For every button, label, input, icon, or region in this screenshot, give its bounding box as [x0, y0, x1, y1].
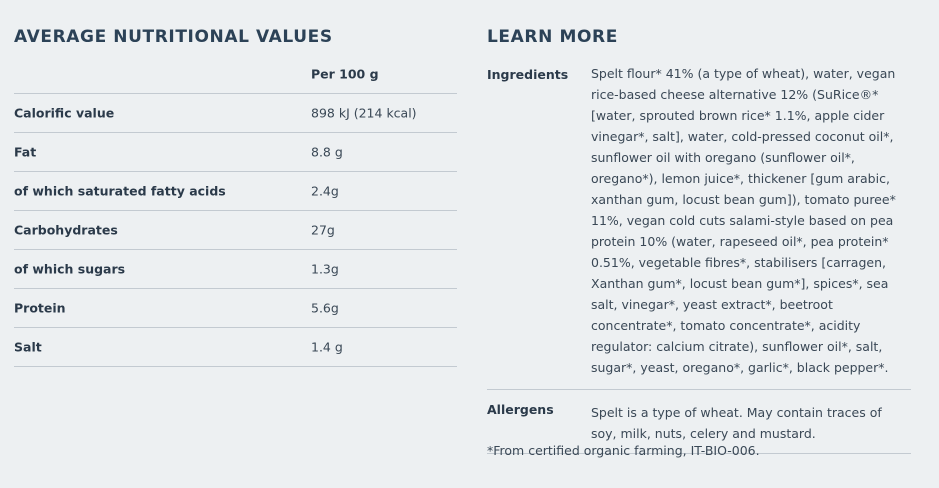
allergens-label: Allergens — [487, 402, 554, 417]
nutrition-row: Salt 1.4 g — [14, 328, 457, 367]
nutrition-value: 898 kJ (214 kcal) — [311, 105, 417, 121]
nutrition-header-row: Per 100 g — [14, 55, 457, 94]
nutrition-value: 8.8 g — [311, 144, 343, 160]
nutrition-label: Fat — [14, 144, 37, 160]
learn-more-heading: LEARN MORE — [487, 27, 618, 47]
nutrition-label: Protein — [14, 300, 66, 316]
nutrition-row: of which saturated fatty acids 2.4g — [14, 172, 457, 211]
nutrition-label: of which saturated fatty acids — [14, 183, 226, 199]
nutrition-label: Calorific value — [14, 105, 115, 121]
nutrition-value: 27g — [311, 222, 335, 238]
ingredients-text: Spelt flour* 41% (a type of wheat), wate… — [591, 66, 896, 375]
nutrition-label: of which sugars — [14, 261, 126, 277]
nutrition-row: Calorific value 898 kJ (214 kcal) — [14, 94, 457, 133]
column-header-per-100g: Per 100 g — [311, 66, 379, 82]
nutrition-label: Carbohydrates — [14, 222, 118, 238]
allergens-row: Allergens Spelt is a type of wheat. May … — [487, 390, 911, 454]
organic-footnote: *From certified organic farming, IT-BIO-… — [487, 443, 760, 458]
nutrition-row: Carbohydrates 27g — [14, 211, 457, 250]
nutrition-label: Salt — [14, 339, 42, 355]
nutrition-value: 1.4 g — [311, 339, 343, 355]
nutrition-value: 1.3g — [311, 261, 339, 277]
nutrition-heading: AVERAGE NUTRITIONAL VALUES — [14, 27, 333, 47]
ingredients-row: Ingredients Spelt flour* 41% (a type of … — [487, 55, 911, 390]
allergens-text: Spelt is a type of wheat. May contain tr… — [591, 405, 882, 441]
nutrition-row: Protein 5.6g — [14, 289, 457, 328]
ingredients-label: Ingredients — [487, 67, 569, 82]
nutrition-value: 5.6g — [311, 300, 339, 316]
nutrition-row: of which sugars 1.3g — [14, 250, 457, 289]
nutrition-row: Fat 8.8 g — [14, 133, 457, 172]
learn-more-table: Ingredients Spelt flour* 41% (a type of … — [487, 55, 911, 454]
nutrition-table: Per 100 g Calorific value 898 kJ (214 kc… — [14, 55, 457, 367]
nutrition-value: 2.4g — [311, 183, 339, 199]
